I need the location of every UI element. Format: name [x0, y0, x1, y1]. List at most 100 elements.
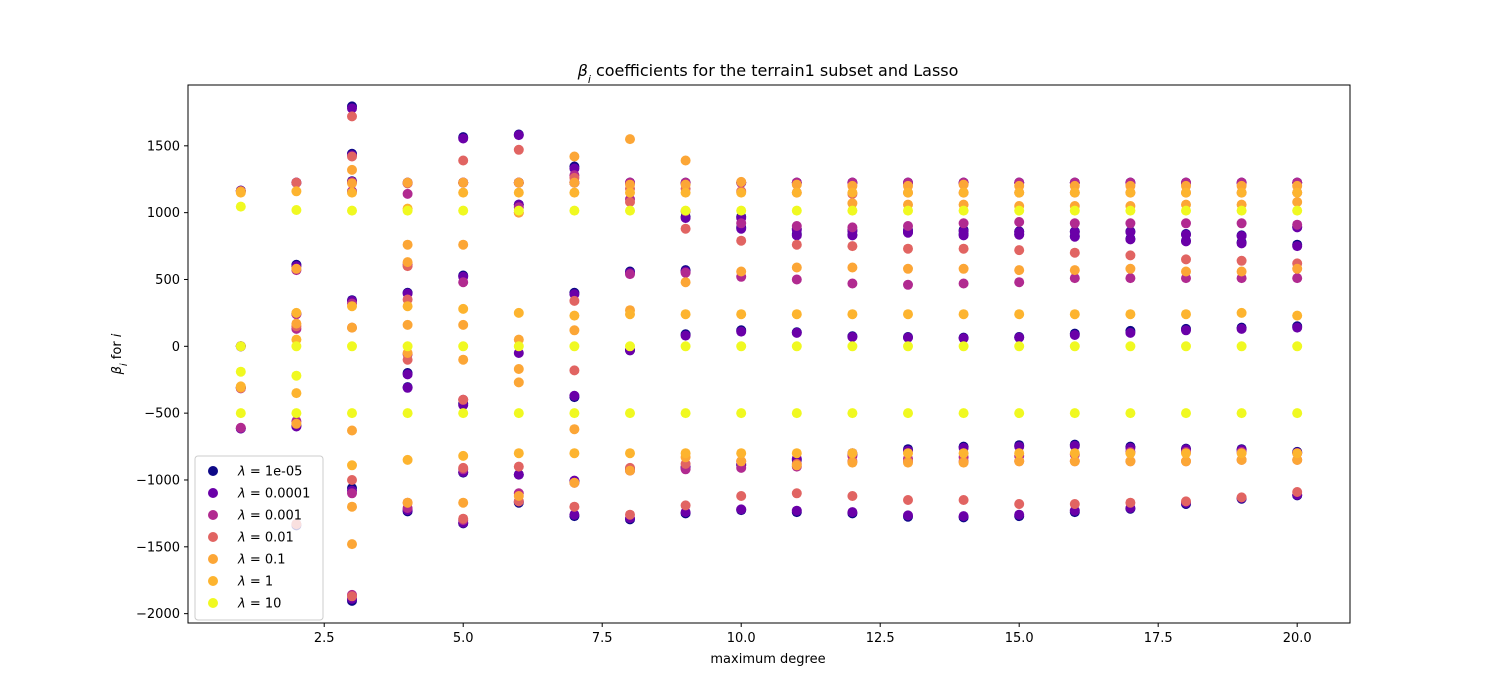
point-s4-55 [958, 179, 969, 190]
point-s5-12 [458, 187, 469, 198]
point-s1-89 [1069, 440, 1080, 451]
point-s1-112 [1292, 322, 1303, 333]
point-s4-42 [736, 266, 747, 277]
point-s5-19 [569, 310, 580, 321]
y-tick-label: −500 [144, 407, 180, 422]
point-s4-58 [958, 457, 969, 468]
point-s3-65 [1125, 250, 1136, 261]
point-s6-21 [569, 341, 580, 352]
point-s4-38 [680, 179, 691, 190]
point-s5-38 [903, 448, 913, 459]
point-s4-2 [291, 263, 302, 274]
point-s6-45 [1014, 341, 1025, 352]
point-s6-25 [625, 408, 635, 419]
point-s1-20 [458, 133, 469, 144]
x-tick-label: 7.5 [592, 631, 613, 646]
point-s4-16 [402, 497, 413, 508]
point-s5-2 [291, 186, 302, 197]
point-s4-3 [291, 318, 302, 329]
point-s6-7 [291, 408, 302, 419]
point-s6-48 [1069, 341, 1080, 352]
point-s6-57 [1236, 341, 1247, 352]
point-s4-74 [1181, 456, 1191, 467]
point-s1-26 [513, 130, 524, 141]
point-s5-0 [235, 187, 246, 198]
point-s4-54 [903, 457, 913, 468]
point-s5-8 [347, 460, 357, 471]
point-s1-106 [1236, 323, 1247, 334]
point-s3-0 [291, 177, 302, 188]
point-s4-73 [1181, 266, 1191, 277]
point-s2-68 [1125, 273, 1136, 284]
point-s2-39 [736, 218, 747, 229]
point-s4-39 [680, 277, 691, 288]
point-s4-4 [291, 418, 302, 429]
point-s5-45 [1069, 187, 1080, 198]
legend-label: λ = 1 [237, 575, 273, 590]
point-s5-20 [569, 448, 580, 459]
y-tick-label: 1000 [147, 206, 180, 221]
point-s6-53 [1181, 205, 1191, 216]
legend-label: λ = 1e-05 [237, 465, 302, 480]
point-s5-31 [791, 309, 802, 320]
point-s3-41 [791, 239, 802, 250]
point-s2-36 [680, 267, 691, 278]
point-s1-35 [569, 390, 580, 401]
point-s6-22 [569, 408, 580, 419]
point-s5-39 [958, 187, 969, 198]
point-s1-30 [513, 469, 524, 480]
point-s3-6 [347, 475, 357, 485]
point-s4-81 [1292, 263, 1303, 274]
point-s4-43 [736, 456, 747, 467]
x-tick-label: 12.5 [866, 631, 895, 646]
point-s4-45 [791, 262, 802, 273]
point-s4-14 [402, 319, 413, 330]
point-s4-70 [1125, 456, 1136, 467]
point-s5-43 [1014, 309, 1025, 320]
point-s3-75 [1236, 492, 1247, 503]
point-s3-27 [569, 501, 580, 512]
point-s5-23 [625, 448, 635, 459]
point-s1-111 [1292, 241, 1303, 252]
point-s1-63 [847, 230, 858, 241]
point-s5-37 [903, 309, 913, 320]
point-s6-43 [958, 408, 969, 419]
point-s6-49 [1069, 408, 1080, 419]
point-s6-26 [680, 205, 691, 216]
point-s6-59 [1292, 205, 1303, 216]
point-s2-59 [1014, 217, 1025, 227]
legend: λ = 1e-05 λ = 0.0001 λ = 0.001 λ = 0.01 λ = … [194, 455, 324, 621]
x-tick-label: 10.0 [727, 631, 756, 646]
point-s4-46 [791, 460, 802, 471]
legend-marker [208, 466, 218, 476]
legend-label: λ = 0.01 [237, 531, 294, 546]
y-tick-label: 0 [172, 340, 180, 355]
legend-marker [208, 488, 218, 498]
legend-marker [208, 532, 218, 542]
point-s3-49 [903, 243, 913, 254]
point-s2-12 [347, 488, 357, 499]
point-s1-46 [680, 330, 691, 341]
point-s6-44 [1014, 205, 1025, 216]
point-s6-4 [291, 205, 302, 215]
y-axis: −2000 −1500 −1000 −500 0 500 1000 1500 [136, 139, 188, 622]
point-s4-31 [569, 424, 580, 435]
point-s4-29 [569, 177, 580, 188]
point-s6-33 [791, 341, 802, 352]
legend-label: λ = 0.001 [237, 509, 302, 524]
point-s1-104 [1236, 231, 1247, 241]
point-s6-28 [680, 408, 691, 419]
point-s4-37 [680, 155, 691, 166]
point-s6-27 [680, 341, 691, 352]
point-s6-35 [847, 205, 858, 216]
point-s5-48 [1125, 187, 1136, 198]
point-s4-10 [347, 539, 357, 550]
point-s4-22 [513, 177, 524, 188]
point-s6-23 [625, 205, 635, 216]
x-tick-label: 20.0 [1283, 631, 1312, 646]
point-s5-41 [958, 448, 969, 459]
point-s5-30 [791, 187, 802, 198]
x-axis-label: maximum degree [710, 652, 825, 667]
point-s3-16 [458, 462, 469, 473]
point-s4-20 [458, 354, 469, 365]
